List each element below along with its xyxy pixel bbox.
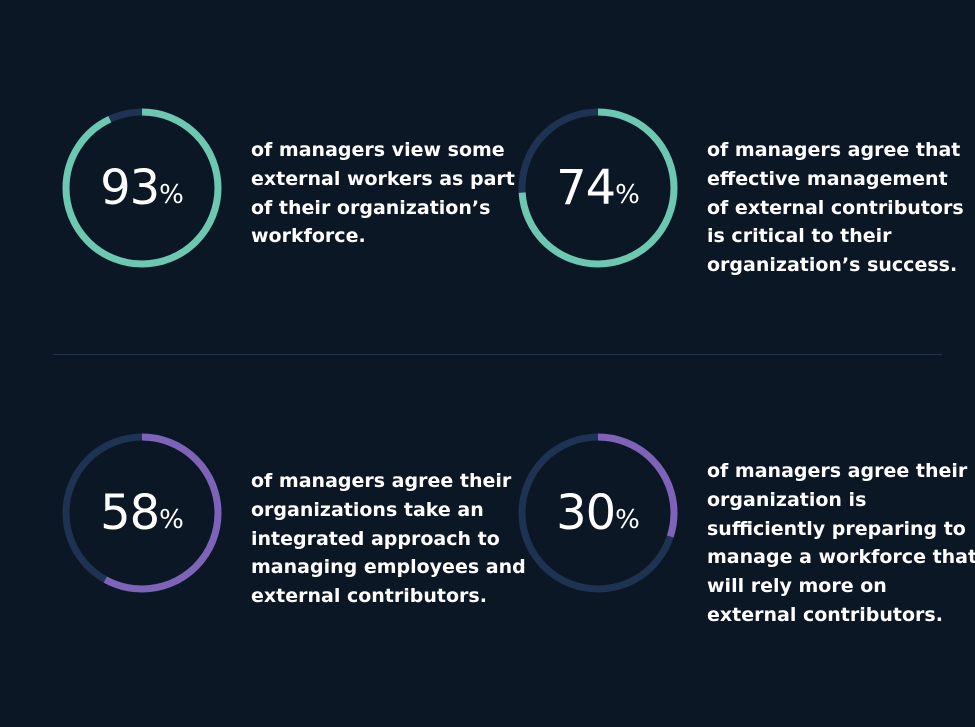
description-line: organization is — [707, 488, 867, 511]
description-line: workforce. — [251, 225, 366, 248]
donut-arc-2 — [518, 108, 678, 268]
donut-svg-2 — [518, 108, 678, 268]
stat-description-2: of managers agree that effective managem… — [707, 136, 964, 280]
percentage-unit-4: % — [615, 505, 640, 535]
donut-chart-4: 30% — [516, 431, 680, 595]
percentage-number-3: 58 — [100, 485, 160, 541]
description-line: of their organization’s — [251, 196, 491, 219]
donut-svg-4 — [518, 433, 678, 593]
donut-chart-1: 93% — [60, 106, 224, 270]
description-line: external contributors. — [707, 603, 943, 626]
percentage-number-2: 74 — [556, 160, 616, 216]
percentage-value-1: 93% — [60, 106, 224, 270]
description-line: is critical to their — [707, 225, 892, 248]
stat-description-3: of managers agree their organizations ta… — [251, 467, 526, 611]
donut-chart-3: 58% — [60, 431, 224, 595]
stat-description-1: of managers view some external workers a… — [251, 136, 515, 251]
percentage-unit-1: % — [159, 180, 184, 210]
description-line: integrated approach to — [251, 527, 500, 550]
description-line: will rely more on — [707, 575, 887, 598]
description-line: organization’s success. — [707, 254, 958, 277]
percentage-value-3: 58% — [60, 431, 224, 595]
stat-description-4: of managers agree their organization is … — [707, 457, 975, 630]
description-line: manage a workforce that — [707, 546, 975, 569]
donut-svg-3 — [62, 433, 222, 593]
description-line: effective management — [707, 167, 948, 190]
percentage-number-1: 93 — [100, 160, 160, 216]
donut-arc-1 — [62, 108, 222, 268]
donut-chart-2: 74% — [516, 106, 680, 270]
percentage-unit-3: % — [159, 505, 184, 535]
description-line: organizations take an — [251, 498, 484, 521]
description-line: managing employees and — [251, 556, 526, 579]
percentage-unit-2: % — [615, 180, 640, 210]
description-line: of managers agree that — [707, 139, 961, 161]
description-line: of external contributors — [707, 196, 964, 219]
percentage-number-4: 30 — [556, 485, 616, 541]
donut-svg-1 — [62, 108, 222, 268]
description-line: of managers agree their — [251, 470, 512, 492]
percentage-value-2: 74% — [516, 106, 680, 270]
description-line: of managers agree their — [707, 460, 968, 482]
donut-arc-3 — [62, 433, 222, 593]
description-line: external workers as part — [251, 167, 515, 190]
description-line: sufficiently preparing to — [707, 517, 966, 540]
description-line: external contributors. — [251, 585, 487, 608]
description-line: of managers view some — [251, 139, 505, 161]
section-divider — [53, 354, 942, 355]
percentage-value-4: 30% — [516, 431, 680, 595]
donut-arc-4 — [518, 433, 678, 593]
